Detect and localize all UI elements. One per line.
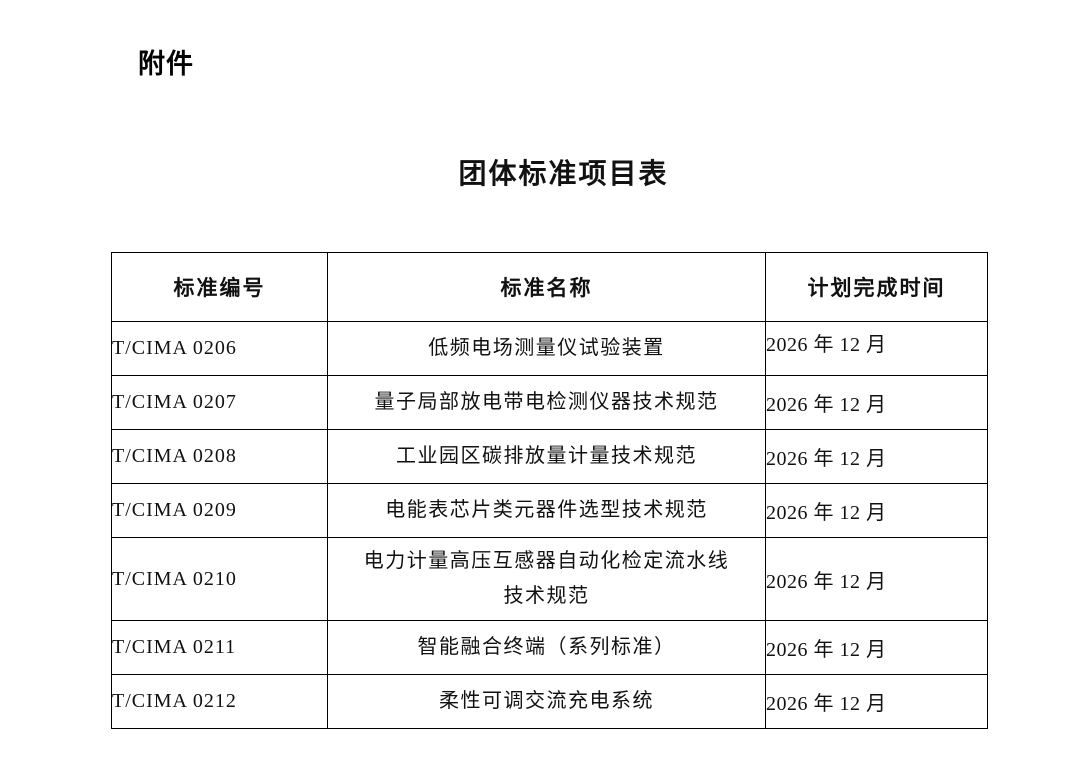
table-row: T/CIMA 0211 智能融合终端（系列标准） 2026 年 12 月: [111, 620, 988, 675]
cell-planned-date: 2026 年 12 月: [765, 620, 988, 675]
page-title: 团体标准项目表: [458, 159, 669, 190]
name-line: 电能表芯片类元器件选型技术规范: [385, 499, 708, 521]
column-header-code: 标准编号: [111, 252, 328, 322]
name-line: 柔性可调交流充电系统: [439, 690, 654, 712]
table-row: T/CIMA 0209 电能表芯片类元器件选型技术规范 2026 年 12 月: [111, 483, 988, 538]
name-line: 低频电场测量仪试验装置: [428, 337, 665, 359]
table-row: T/CIMA 0207 量子局部放电带电检测仪器技术规范 2026 年 12 月: [111, 375, 988, 430]
cell-standard-name: 柔性可调交流充电系统: [327, 674, 766, 729]
name-line: 量子局部放电带电检测仪器技术规范: [374, 391, 719, 413]
table-body: T/CIMA 0206 低频电场测量仪试验装置 2026 年 12 月 T/CI…: [111, 321, 988, 729]
cell-standard-name: 电力计量高压互感器自动化检定流水线 技术规范: [327, 537, 766, 621]
cell-standard-name: 电能表芯片类元器件选型技术规范: [327, 483, 766, 538]
cell-standard-name: 智能融合终端（系列标准）: [327, 620, 766, 675]
table-row: T/CIMA 0206 低频电场测量仪试验装置 2026 年 12 月: [111, 321, 988, 376]
cell-standard-name: 低频电场测量仪试验装置: [327, 321, 766, 376]
cell-standard-code: T/CIMA 0210: [111, 537, 328, 621]
table-row: T/CIMA 0208 工业园区碳排放量计量技术规范 2026 年 12 月: [111, 429, 988, 484]
cell-planned-date: 2026 年 12 月: [765, 537, 988, 621]
standards-table: 标准编号 标准名称 计划完成时间 T/CIMA 0206 低频电场测量仪试验装置…: [111, 252, 988, 729]
cell-standard-name: 工业园区碳排放量计量技术规范: [327, 429, 766, 484]
cell-standard-code: T/CIMA 0211: [111, 620, 328, 675]
table-header: 标准编号 标准名称 计划完成时间: [111, 252, 988, 322]
cell-planned-date: 2026 年 12 月: [765, 375, 988, 430]
name-line: 技术规范: [503, 585, 590, 607]
table-row: T/CIMA 0210 电力计量高压互感器自动化检定流水线 技术规范 2026 …: [111, 537, 988, 621]
cell-standard-code: T/CIMA 0206: [111, 321, 328, 376]
standards-table-container: 标准编号 标准名称 计划完成时间 T/CIMA 0206 低频电场测量仪试验装置…: [111, 252, 988, 729]
name-line: 电力计量高压互感器自动化检定流水线: [363, 550, 730, 572]
cell-standard-code: T/CIMA 0209: [111, 483, 328, 538]
column-header-name: 标准名称: [327, 252, 766, 322]
column-header-date: 计划完成时间: [765, 252, 988, 322]
cell-standard-code: T/CIMA 0212: [111, 674, 328, 729]
cell-planned-date: 2026 年 12 月: [765, 674, 988, 729]
cell-standard-code: T/CIMA 0208: [111, 429, 328, 484]
cell-planned-date: 2026 年 12 月: [765, 483, 988, 538]
cell-standard-code: T/CIMA 0207: [111, 375, 328, 430]
cell-planned-date: 2026 年 12 月: [765, 429, 988, 484]
cell-standard-name: 量子局部放电带电检测仪器技术规范: [327, 375, 766, 430]
table-row: T/CIMA 0212 柔性可调交流充电系统 2026 年 12 月: [111, 674, 988, 729]
name-line: 工业园区碳排放量计量技术规范: [396, 445, 697, 467]
attachment-label: 附件: [138, 49, 194, 79]
name-line: 智能融合终端（系列标准）: [417, 636, 676, 658]
table-header-row: 标准编号 标准名称 计划完成时间: [111, 252, 988, 322]
cell-planned-date: 2026 年 12 月: [765, 321, 988, 376]
